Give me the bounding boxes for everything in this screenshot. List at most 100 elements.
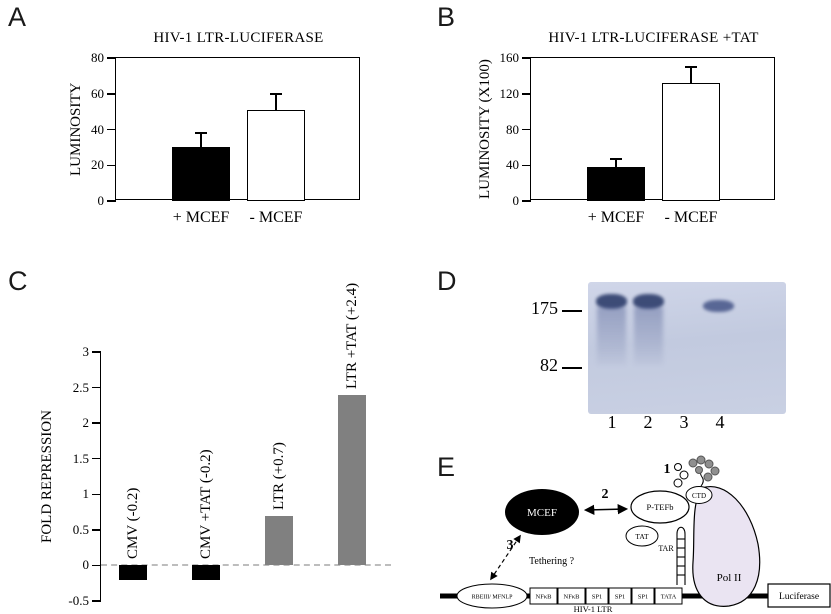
y-tick: [92, 493, 101, 496]
error-bar: [275, 93, 277, 110]
y-tick: [522, 164, 531, 166]
tat-shape: [625, 525, 659, 547]
panel-label-b: B: [437, 2, 456, 32]
y-tick: [92, 351, 101, 353]
y-tick-label: 1.5: [72, 450, 89, 466]
tar-hairpin: [676, 526, 686, 585]
sp1-site-3: [631, 587, 655, 605]
ptefb-shape: [630, 490, 690, 524]
bar-label: CMV (-0.2): [124, 488, 141, 560]
y-tick-label: -0.5: [68, 593, 89, 608]
lane-label-4: 4: [715, 412, 725, 432]
gel-marker-82: 82: [540, 355, 558, 375]
ctd-shape: [685, 486, 713, 504]
rbeiii-mfnlp-label: RBEIII/ MFNLP: [472, 595, 514, 601]
y-tick: [92, 600, 101, 602]
y-tick-label: 2.5: [72, 379, 89, 395]
ctd-label: CTD: [692, 492, 706, 500]
chart-title: HIV-1 LTR-LUCIFERASE: [153, 30, 324, 46]
nfkb-label-2: NFκB: [564, 594, 581, 601]
tethering-label: Tethering ?: [529, 556, 575, 567]
y-tick: [107, 128, 116, 131]
chart-ltr-luciferase: HIV-1 LTR-LUCIFERASE LUMINOSITY 0 20 40 60 80 +…: [68, 30, 360, 226]
pol-ii-label: Pol II: [717, 572, 742, 584]
sp1-site-1: [585, 587, 609, 605]
step-3-label: 3: [507, 538, 514, 553]
y-tick: [522, 57, 531, 59]
bar-2: [247, 109, 305, 201]
bar-1: [119, 565, 147, 580]
y-tick: [92, 529, 101, 531]
sp1-label-3: SP1: [638, 594, 648, 601]
y-tick-label: 0: [512, 193, 520, 208]
error-bar-cap: [270, 93, 282, 95]
y-tick-label: 2: [82, 415, 90, 431]
mechanism-diagram: Pol II TAR Luciferase RBEIII/ MFNLP NFκB…: [440, 455, 831, 614]
gel-band-lane-1: [596, 294, 627, 309]
y-tick: [522, 93, 531, 95]
sp1-label-1: SP1: [592, 594, 602, 601]
y-tick-label: 20: [91, 157, 104, 173]
marker-dash-175: [562, 310, 582, 312]
step-3-arrow: [490, 534, 521, 581]
gel-marker-175: 175: [531, 298, 558, 318]
tat-label: TAT: [635, 532, 649, 541]
nfkb-label-1: NFκB: [536, 594, 553, 601]
bar-1: [587, 167, 645, 201]
lane-label-2: 2: [643, 412, 653, 432]
hiv1-ltr-label: HIV-1 LTR: [574, 604, 613, 614]
bar-3: [265, 515, 293, 566]
phosphate-balls: [673, 455, 720, 488]
y-tick: [522, 128, 531, 131]
tar-label: TAR: [658, 544, 674, 553]
y-tick-label: 120: [499, 85, 520, 101]
marker-dash-82: [562, 367, 582, 369]
y-tick-label: 80: [91, 50, 104, 65]
bar-label: LTR +TAT (+2.4): [343, 282, 360, 389]
gel-smear-lane-1: [597, 307, 626, 365]
luciferase-label: Luciferase: [779, 591, 819, 602]
y-tick: [107, 200, 116, 202]
y-tick-label: 40: [506, 157, 519, 173]
step-2-label: 2: [602, 487, 609, 502]
bar-label: LTR (+0.7): [270, 441, 287, 510]
mcef-label: MCEF: [527, 507, 557, 519]
tata-label: TATA: [661, 594, 677, 601]
ptefb-label: P-TEFb: [647, 502, 674, 512]
y-tick: [92, 564, 101, 567]
rbeiii-mfnlp-site: [456, 583, 528, 609]
error-bar: [690, 66, 692, 84]
mcef-shape: [505, 489, 579, 535]
y-tick-label: 1: [82, 486, 90, 502]
y-tick: [107, 164, 116, 166]
bar-2: [192, 565, 220, 580]
lane-label-1: 1: [607, 412, 617, 432]
y-tick: [522, 200, 531, 202]
error-bar: [615, 158, 617, 168]
step-2-arrow: [583, 504, 629, 515]
y-tick-label: 0: [82, 557, 90, 573]
y-tick-label: 0: [97, 193, 105, 208]
y-tick-label: 0.5: [72, 521, 89, 537]
chart-title: HIV-1 LTR-LUCIFERASE +TAT: [548, 30, 759, 46]
luciferase-box: [767, 583, 831, 608]
sp1-label-2: SP1: [615, 594, 625, 601]
error-bar-cap: [685, 66, 697, 68]
category-label: + MCEF: [587, 209, 645, 226]
step-1-label: 1: [664, 462, 671, 477]
zero-dashed-line: [101, 564, 391, 567]
y-tick: [107, 57, 116, 59]
category-label: + MCEF: [172, 209, 230, 226]
panel-label-a: A: [8, 2, 27, 32]
nfkb-site-2: [557, 587, 586, 605]
error-bar: [200, 133, 202, 148]
bar-label: CMV +TAT (-0.2): [197, 449, 214, 560]
sp1-site-2: [608, 587, 632, 605]
gel-band-lane-4: [703, 300, 734, 312]
chart-fold-repression: FOLD REPRESSION -0.5 0 0.5 1 1.5 2 2.5 3 CMV (-0.…: [39, 283, 391, 608]
gel-band-lane-2: [633, 294, 664, 309]
y-tick: [92, 386, 101, 389]
gel-smear-lane-2: [634, 307, 663, 365]
y-tick-label: 80: [506, 121, 519, 137]
